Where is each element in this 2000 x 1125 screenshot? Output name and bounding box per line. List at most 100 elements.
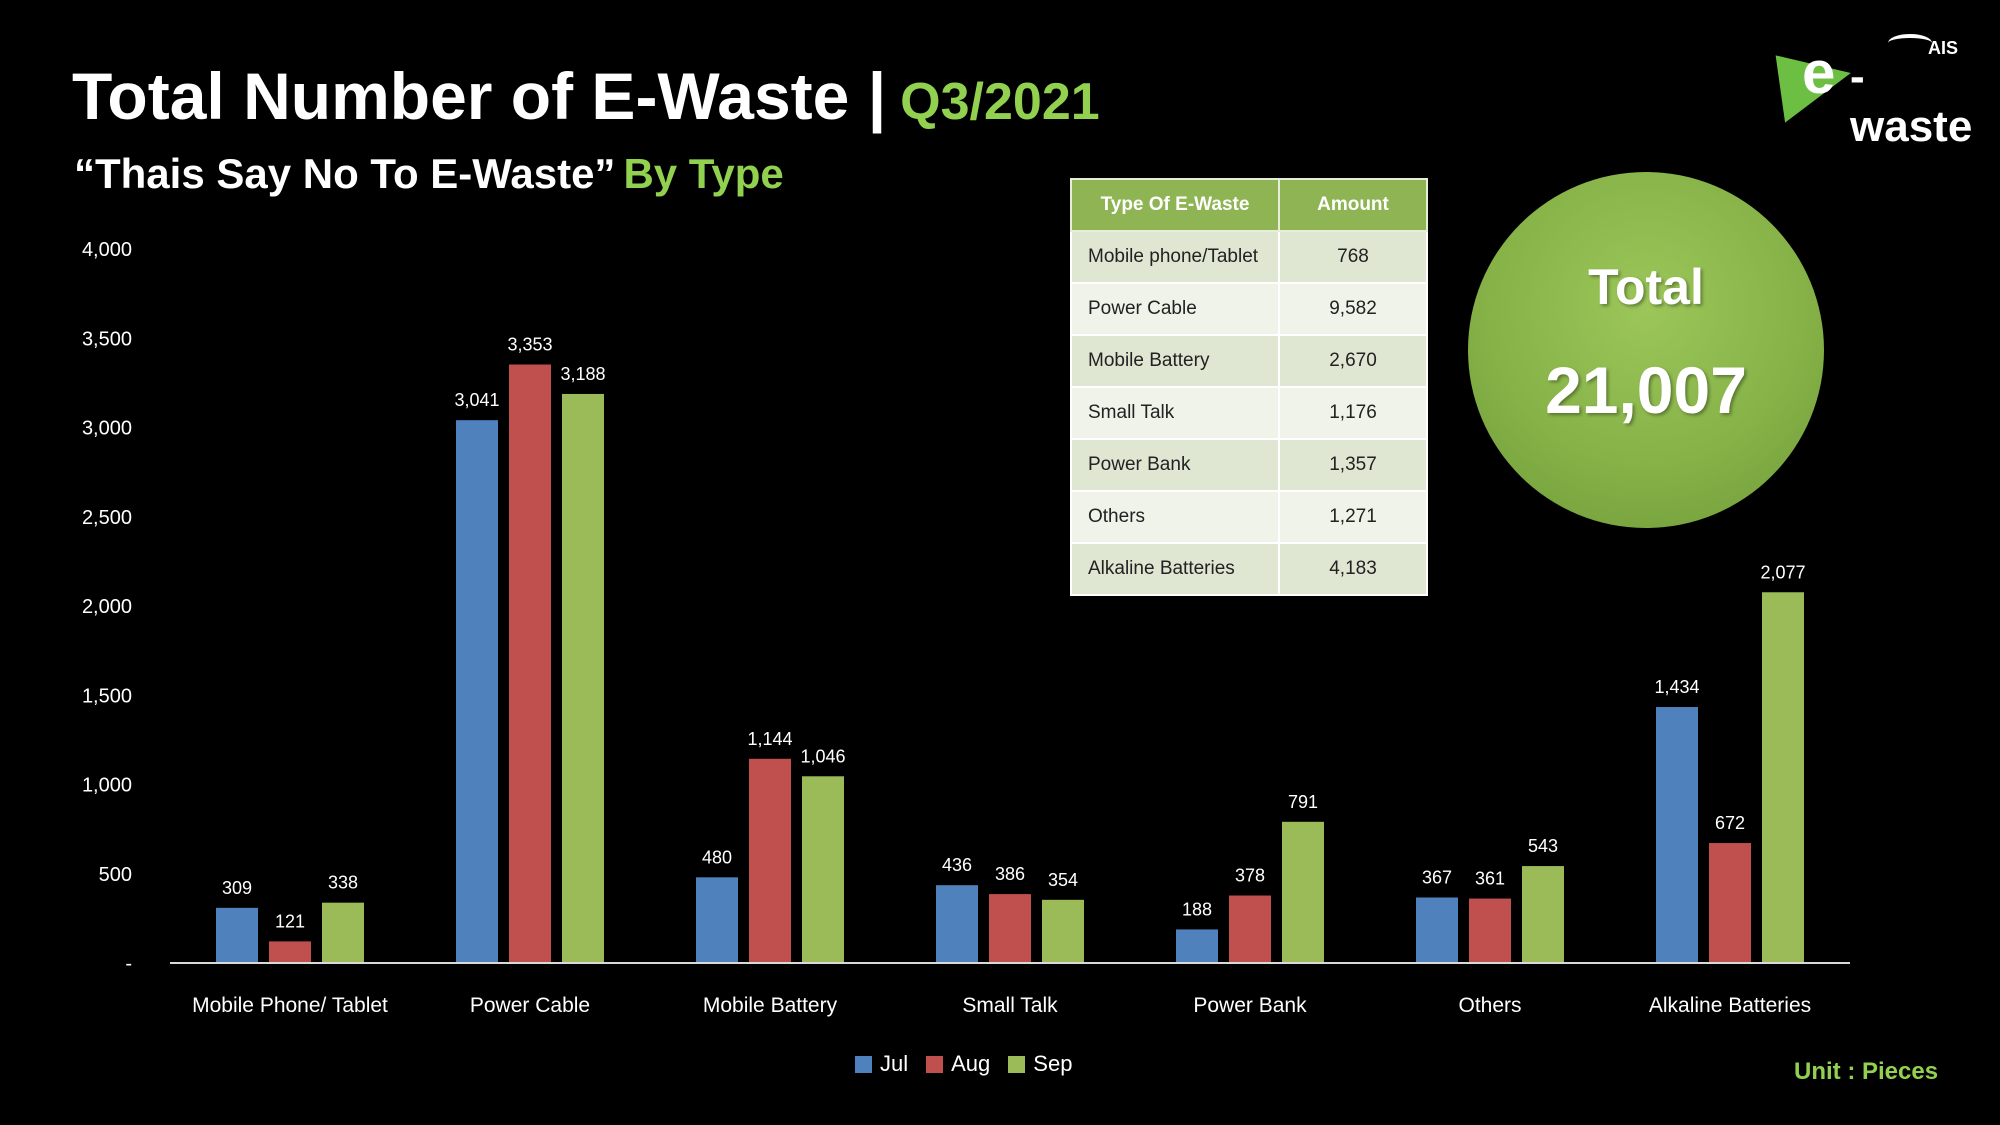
y-tick-label: 2,000 <box>82 596 132 618</box>
x-tick-label: Others <box>1458 994 1521 1017</box>
table-row: Mobile phone/Tablet 768 <box>1070 230 1428 284</box>
table-row: Alkaline Batteries 4,183 <box>1070 542 1428 596</box>
logo-swoosh-icon <box>1888 34 1932 52</box>
bar-jul <box>696 877 738 963</box>
logo-text: -waste <box>1850 52 1973 151</box>
summary-table-header: Type Of E-Waste Amount <box>1070 178 1428 232</box>
bar-aug <box>749 758 791 963</box>
row-type: Power Bank <box>1070 438 1280 492</box>
bar-sep <box>1762 592 1804 963</box>
y-tick-label: 500 <box>99 864 132 886</box>
table-row: Power Bank 1,357 <box>1070 438 1428 492</box>
bar-data-label: 1,434 <box>1654 677 1699 697</box>
ais-ewaste-logo: AIS e -waste <box>1775 30 1972 151</box>
bar-sep <box>1522 866 1564 963</box>
x-tick-label: Power Cable <box>470 994 590 1017</box>
logo-e-letter: e <box>1802 39 1836 106</box>
bar-aug <box>1709 843 1751 963</box>
subtitle-accent: By Type <box>623 150 784 197</box>
legend-item-aug: Aug <box>926 1051 990 1077</box>
bar-data-label: 121 <box>275 911 305 931</box>
bar-jul <box>216 907 258 963</box>
bar-jul <box>1416 897 1458 963</box>
row-type: Small Talk <box>1070 386 1280 440</box>
bar-sep <box>562 393 604 963</box>
bar-jul <box>1656 707 1698 963</box>
bar-aug <box>989 894 1031 963</box>
x-tick-label: Mobile Phone/ Tablet <box>192 994 388 1017</box>
x-tick-label: Power Bank <box>1193 994 1307 1017</box>
y-tick-label: 3,500 <box>82 328 132 350</box>
bar-data-label: 1,046 <box>800 746 845 766</box>
bar-data-label: 480 <box>702 847 732 867</box>
x-tick-label: Mobile Battery <box>703 994 838 1017</box>
legend-swatch-sep <box>1008 1055 1026 1073</box>
bar-sep <box>1042 899 1084 963</box>
y-tick-label: 4,000 <box>82 239 132 261</box>
bar-jul <box>936 885 978 963</box>
row-type: Mobile Battery <box>1070 334 1280 388</box>
bar-data-label: 791 <box>1288 792 1318 812</box>
header-type: Type Of E-Waste <box>1070 178 1280 232</box>
bar-data-label: 3,041 <box>454 390 499 410</box>
x-tick-label: Small Talk <box>962 994 1058 1017</box>
row-amount: 4,183 <box>1278 542 1428 596</box>
bar-data-label: 354 <box>1048 870 1078 890</box>
bar-jul <box>456 420 498 963</box>
bar-aug <box>1469 898 1511 963</box>
row-type: Alkaline Batteries <box>1070 542 1280 596</box>
x-tick-label: Alkaline Batteries <box>1649 994 1811 1017</box>
table-row: Small Talk 1,176 <box>1070 386 1428 440</box>
bar-data-label: 2,077 <box>1760 562 1805 582</box>
total-label: Total <box>1588 259 1704 315</box>
x-axis: Mobile Phone/ Tablet Power Cable Mobile Ba… <box>170 962 1850 1017</box>
bar-data-label: 1,144 <box>747 729 792 749</box>
row-amount: 768 <box>1278 230 1428 284</box>
bar-sep <box>802 776 844 963</box>
bar-data-label: 672 <box>1715 813 1745 833</box>
title-main: Total Number of E-Waste | <box>72 59 887 133</box>
y-axis: - 500 1,000 1,500 2,000 2,500 3,000 3,500 4,000 <box>82 239 132 975</box>
y-tick-label: 1,000 <box>82 775 132 797</box>
legend-swatch-aug <box>926 1055 944 1073</box>
bar-data-label: 3,188 <box>560 364 605 384</box>
legend-label-sep: Sep <box>1033 1051 1073 1076</box>
bar-data-label: 386 <box>995 864 1025 884</box>
chart-subtitle: “Thais Say No To E-Waste” By Type <box>74 150 784 198</box>
table-row: Power Cable 9,582 <box>1070 282 1428 336</box>
y-tick-label: 2,500 <box>82 507 132 529</box>
row-amount: 1,176 <box>1278 386 1428 440</box>
total-circle: Total 21,007 <box>1468 172 1824 528</box>
legend-swatch-jul <box>855 1055 872 1073</box>
legend-item-sep: Sep <box>1008 1051 1072 1077</box>
legend-label-aug: Aug <box>951 1051 991 1076</box>
bar-series: 309 121 338 3,041 3,353 3,188 480 1,144 1,046 436… <box>216 334 1806 963</box>
row-type: Power Cable <box>1070 282 1280 336</box>
bar-data-label: 361 <box>1475 869 1505 889</box>
bar-data-label: 436 <box>942 855 972 875</box>
row-amount: 1,271 <box>1278 490 1428 544</box>
title-quarter: Q3/2021 <box>900 73 1100 131</box>
subtitle-main: “Thais Say No To E-Waste” <box>74 150 616 197</box>
bar-aug <box>509 364 551 963</box>
logo-brand: AIS <box>1928 38 1959 58</box>
unit-note: Unit : Pieces <box>1794 1058 1939 1085</box>
bar-data-label: 338 <box>328 873 358 893</box>
header-amount: Amount <box>1278 178 1428 232</box>
row-amount: 1,357 <box>1278 438 1428 492</box>
chart-title: Total Number of E-Waste | Q3/2021 <box>72 58 1100 134</box>
bar-sep <box>322 902 364 963</box>
row-amount: 2,670 <box>1278 334 1428 388</box>
bar-data-label: 3,353 <box>507 334 552 354</box>
chart-legend: Jul Aug Sep <box>855 1051 1072 1077</box>
bar-data-label: 543 <box>1528 836 1558 856</box>
total-value: 21,007 <box>1545 353 1747 427</box>
y-tick-label: - <box>125 953 132 975</box>
bar-data-label: 188 <box>1182 899 1212 919</box>
row-type: Mobile phone/Tablet <box>1070 230 1280 284</box>
bar-sep <box>1282 821 1324 963</box>
bar-aug <box>269 941 311 963</box>
y-tick-label: 3,000 <box>82 418 132 440</box>
row-type: Others <box>1070 490 1280 544</box>
